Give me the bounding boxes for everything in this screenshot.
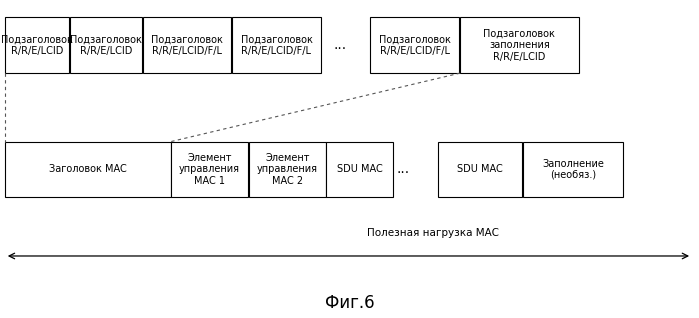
Text: Подзаголовок
R/R/E/LCID/F/L: Подзаголовок R/R/E/LCID/F/L <box>379 35 451 56</box>
Text: SDU MAC: SDU MAC <box>457 164 503 174</box>
Bar <box>460 17 579 73</box>
Bar <box>326 142 393 197</box>
Bar <box>232 17 321 73</box>
Bar <box>171 142 248 197</box>
Text: SDU MAC: SDU MAC <box>337 164 382 174</box>
Text: Подзаголовок
заполнения
R/R/E/LCID: Подзаголовок заполнения R/R/E/LCID <box>484 29 555 61</box>
Text: Подзаголовок
R/R/E/LCID: Подзаголовок R/R/E/LCID <box>70 35 142 56</box>
Text: Фиг.6: Фиг.6 <box>325 294 374 312</box>
Text: Подзаголовок
R/R/E/LCID/F/L: Подзаголовок R/R/E/LCID/F/L <box>151 35 223 56</box>
Text: Заголовок MAC: Заголовок MAC <box>49 164 127 174</box>
Text: Элемент
управления
MAC 2: Элемент управления MAC 2 <box>257 153 318 185</box>
Text: Заполнение
(необяз.): Заполнение (необяз.) <box>542 159 604 180</box>
Bar <box>523 142 623 197</box>
Bar <box>143 17 231 73</box>
Text: ...: ... <box>333 38 346 52</box>
Bar <box>5 17 69 73</box>
Text: ...: ... <box>397 162 410 176</box>
Text: Полезная нагрузка MAC: Полезная нагрузка MAC <box>368 229 499 238</box>
Text: Элемент
управления
MAC 1: Элемент управления MAC 1 <box>179 153 240 185</box>
Bar <box>370 17 459 73</box>
Bar <box>249 142 326 197</box>
Text: Подзаголовок
R/R/E/LCID/F/L: Подзаголовок R/R/E/LCID/F/L <box>240 35 312 56</box>
Bar <box>5 142 171 197</box>
Bar <box>438 142 522 197</box>
Text: Подзаголовок
R/R/E/LCID: Подзаголовок R/R/E/LCID <box>1 35 73 56</box>
Bar <box>70 17 142 73</box>
